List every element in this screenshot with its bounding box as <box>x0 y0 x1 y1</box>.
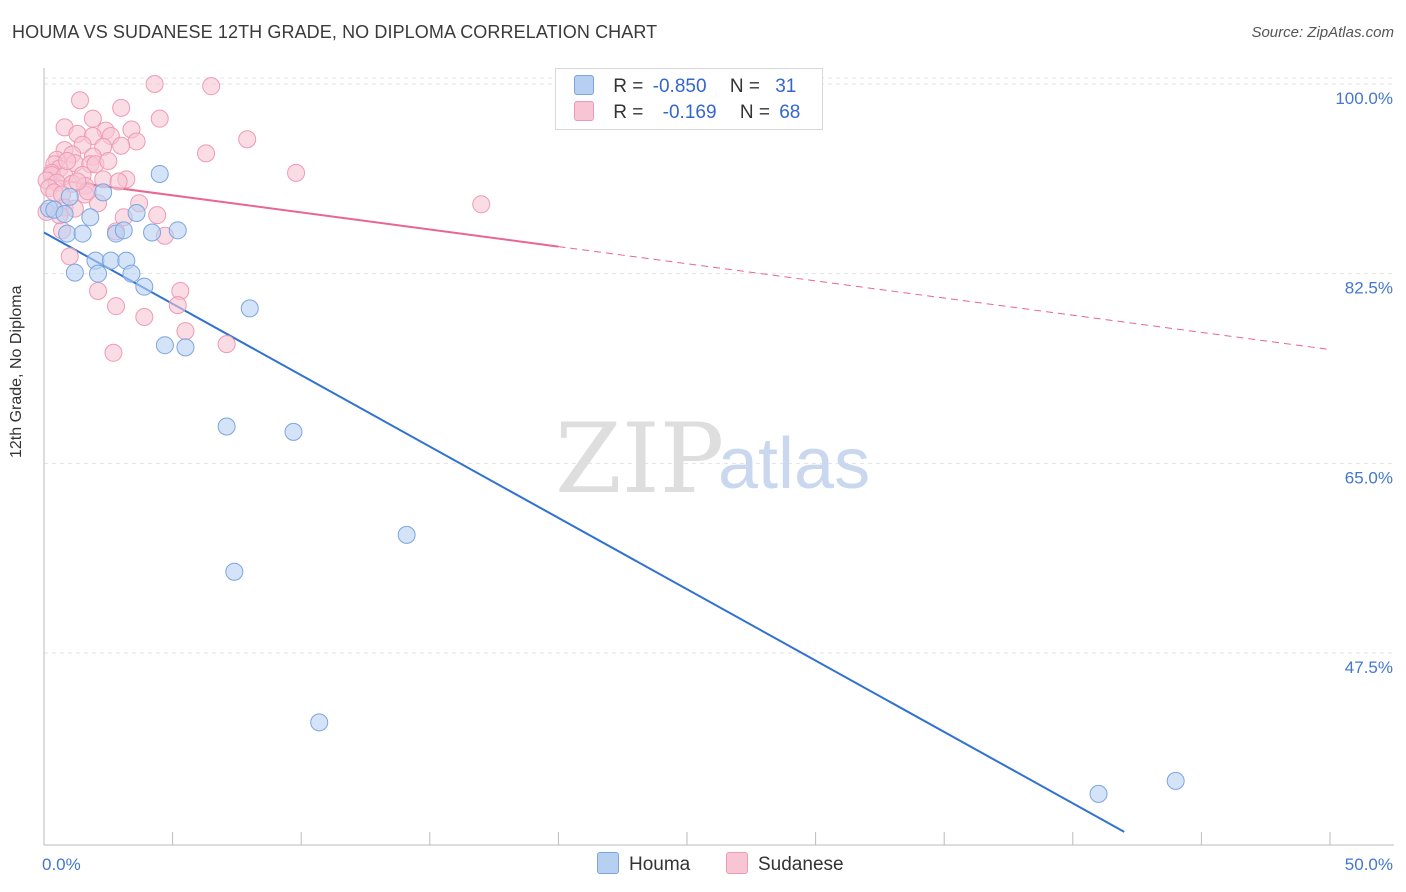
sudanese-trend-line <box>43 177 559 248</box>
sudanese-point <box>150 109 169 128</box>
houma-legend-label: Houma <box>629 854 691 875</box>
houma-point <box>310 713 329 732</box>
y-tick-label: 65.0% <box>1345 468 1393 487</box>
sudanese-point <box>472 195 491 214</box>
houma-r-value: -0.850 <box>652 76 707 97</box>
legend-item-sudanese[interactable]: Sudanese <box>726 852 844 876</box>
sudanese-legend-swatch <box>726 852 748 874</box>
watermark-zip: ZIP <box>555 403 724 515</box>
sudanese-point <box>58 151 77 170</box>
chart-title: HOUMA VS SUDANESE 12TH GRADE, NO DIPLOMA… <box>12 22 658 42</box>
houma-point <box>60 187 79 206</box>
sudanese-r-label: R = <box>613 102 649 123</box>
houma-legend-swatch <box>597 852 619 874</box>
houma-point <box>81 208 100 227</box>
houma-n-label: N = <box>729 76 766 97</box>
houma-point <box>176 338 195 357</box>
sudanese-point <box>83 109 102 128</box>
houma-r-label: R = <box>613 76 649 97</box>
houma-point <box>114 221 133 240</box>
sudanese-point <box>148 206 167 225</box>
axes <box>43 68 1394 846</box>
x-tick-label-max: 50.0% <box>1345 855 1393 874</box>
houma-swatch <box>574 75 594 95</box>
data-points <box>37 75 1185 803</box>
sudanese-point <box>197 144 216 163</box>
trend-lines <box>43 177 1331 833</box>
y-tick-label: 47.5% <box>1345 658 1393 677</box>
sudanese-point <box>60 247 79 266</box>
tick-labels: 100.0% 82.5% 65.0% 47.5% 0.0% 50.0% <box>42 89 1393 874</box>
houma-point <box>240 299 259 318</box>
sudanese-point <box>107 297 126 316</box>
houma-point <box>1166 771 1185 790</box>
legend-row-houma: R = -0.850 N = 31 <box>574 75 800 99</box>
sudanese-n-label: N = <box>739 102 776 123</box>
sudanese-point <box>238 130 257 149</box>
sudanese-point <box>68 172 87 191</box>
houma-point <box>55 205 74 224</box>
watermark-atlas: atlas <box>718 424 870 504</box>
sudanese-point <box>135 308 154 327</box>
houma-point <box>155 336 174 355</box>
y-tick-label: 100.0% <box>1335 89 1393 108</box>
sudanese-point <box>71 91 90 110</box>
sudanese-point <box>145 75 164 93</box>
sudanese-point <box>112 136 131 155</box>
sudanese-n-value: 68 <box>779 102 801 123</box>
houma-point <box>168 221 187 240</box>
houma-point <box>217 417 236 436</box>
sudanese-point <box>202 77 221 96</box>
sudanese-point <box>127 132 146 151</box>
sudanese-point <box>104 343 123 362</box>
series-legend: Houma Sudanese <box>0 852 1406 878</box>
houma-point <box>65 263 84 282</box>
sudanese-point <box>176 322 195 341</box>
legend-item-houma[interactable]: Houma <box>597 852 690 876</box>
x-tick-label-min: 0.0% <box>42 855 81 874</box>
legend-row-sudanese: R = -0.169 N = 68 <box>574 101 804 125</box>
sudanese-point <box>217 335 236 354</box>
houma-trend-line <box>43 231 1125 833</box>
sudanese-r-value: -0.169 <box>662 102 717 123</box>
houma-point <box>73 224 92 243</box>
sudanese-point <box>89 282 108 301</box>
houma-point <box>150 164 169 183</box>
houma-point <box>101 251 120 270</box>
source-label: Source: ZipAtlas.com <box>1251 24 1394 41</box>
houma-point <box>284 422 303 441</box>
sudanese-legend-label: Sudanese <box>758 854 844 875</box>
y-axis-title: 12th Grade, No Diploma <box>8 285 25 458</box>
sudanese-point <box>109 172 128 191</box>
houma-point <box>58 224 77 243</box>
houma-point <box>397 525 416 544</box>
houma-point <box>225 562 244 581</box>
sudanese-swatch <box>574 101 594 121</box>
gridlines <box>44 77 1394 654</box>
sudanese-trend-line-extrapolated <box>558 246 1331 351</box>
houma-point <box>127 203 146 222</box>
houma-n-value: 31 <box>775 76 797 97</box>
sudanese-point <box>168 296 187 315</box>
correlation-legend: R = -0.850 N = 31 R = -0.169 N = 68 <box>555 68 823 130</box>
houma-point <box>135 277 154 296</box>
y-tick-label: 82.5% <box>1345 279 1393 298</box>
houma-point <box>143 223 162 242</box>
houma-point <box>1089 784 1108 803</box>
houma-point <box>94 183 113 202</box>
houma-point <box>122 264 141 283</box>
sudanese-point <box>287 163 306 182</box>
sudanese-point <box>112 98 131 117</box>
sudanese-point <box>99 151 118 170</box>
houma-point <box>89 264 108 283</box>
